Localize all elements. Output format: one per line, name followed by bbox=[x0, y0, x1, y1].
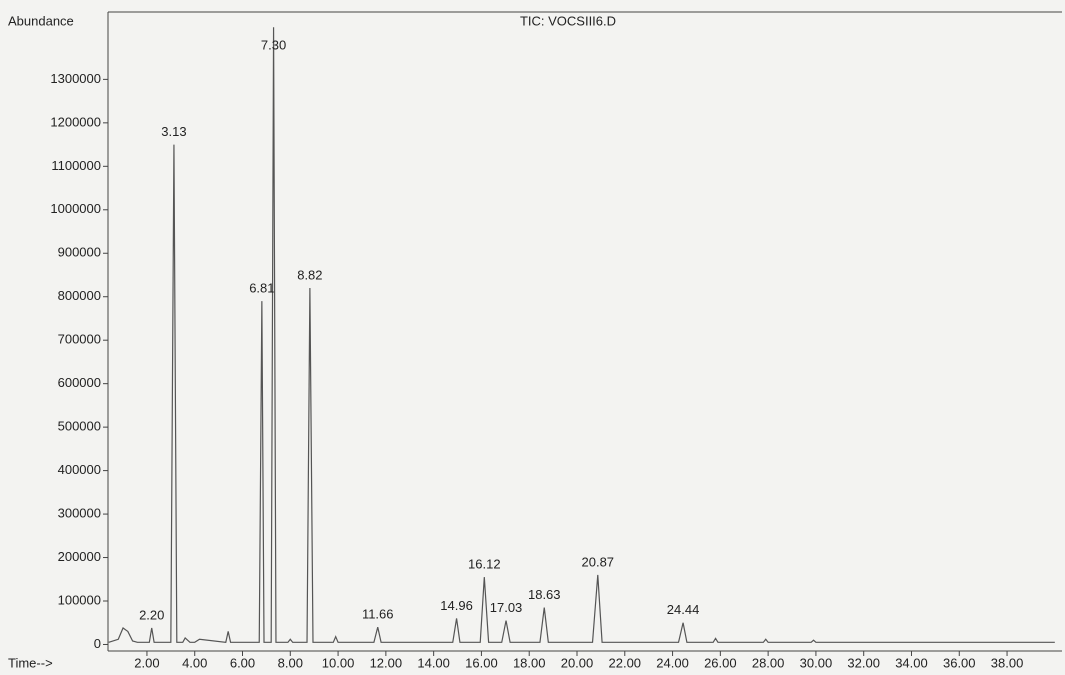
x-tick-label: 30.00 bbox=[800, 655, 833, 670]
x-tick-label: 4.00 bbox=[182, 655, 207, 670]
x-tick-label: 26.00 bbox=[704, 655, 737, 670]
x-tick-label: 8.00 bbox=[278, 655, 303, 670]
x-tick-label: 24.00 bbox=[656, 655, 689, 670]
x-axis-label: Time--> bbox=[8, 655, 53, 670]
peak-label: 24.44 bbox=[667, 602, 700, 617]
peak-label: 2.20 bbox=[139, 607, 164, 622]
x-tick-label: 22.00 bbox=[609, 655, 642, 670]
peak-label: 18.63 bbox=[528, 587, 561, 602]
x-tick-label: 18.00 bbox=[513, 655, 546, 670]
y-tick-label: 400000 bbox=[58, 462, 101, 477]
peak-label: 3.13 bbox=[161, 124, 186, 139]
peak-label: 14.96 bbox=[440, 598, 473, 613]
peak-label: 17.03 bbox=[490, 600, 523, 615]
y-tick-label: 200000 bbox=[58, 549, 101, 564]
background bbox=[0, 0, 1065, 675]
y-tick-label: 1200000 bbox=[50, 114, 101, 129]
peak-label: 6.81 bbox=[249, 281, 274, 296]
peak-label: 16.12 bbox=[468, 557, 501, 572]
y-tick-label: 700000 bbox=[58, 332, 101, 347]
y-tick-label: 800000 bbox=[58, 288, 101, 303]
x-tick-label: 14.00 bbox=[417, 655, 450, 670]
peak-label: 20.87 bbox=[582, 554, 615, 569]
peak-label: 11.66 bbox=[362, 607, 394, 622]
y-tick-label: 100000 bbox=[58, 592, 101, 607]
y-axis-label: Abundance bbox=[8, 13, 74, 28]
y-tick-label: 300000 bbox=[58, 506, 101, 521]
x-tick-label: 20.00 bbox=[561, 655, 594, 670]
chart-title: TIC: VOCSIII6.D bbox=[520, 13, 616, 28]
x-tick-label: 38.00 bbox=[991, 655, 1024, 670]
y-tick-label: 0 bbox=[94, 636, 101, 651]
chart: Abundance TIC: VOCSIII6.D Time--> 0 10000… bbox=[0, 0, 1065, 675]
peak-label: 7.30 bbox=[261, 37, 286, 52]
x-tick-label: 34.00 bbox=[895, 655, 928, 670]
y-tick-label: 1300000 bbox=[50, 71, 101, 86]
x-tick-label: 28.00 bbox=[752, 655, 785, 670]
y-tick-label: 600000 bbox=[58, 375, 101, 390]
x-tick-label: 12.00 bbox=[370, 655, 403, 670]
x-tick-label: 10.00 bbox=[322, 655, 355, 670]
x-tick-label: 36.00 bbox=[943, 655, 976, 670]
y-tick-label: 500000 bbox=[58, 419, 101, 434]
x-tick-label: 32.00 bbox=[847, 655, 880, 670]
y-tick-label: 900000 bbox=[58, 245, 101, 260]
x-tick-label: 6.00 bbox=[230, 655, 255, 670]
y-tick-label: 1100000 bbox=[51, 158, 101, 173]
x-tick-label: 2.00 bbox=[134, 655, 159, 670]
y-tick-label: 1000000 bbox=[50, 201, 101, 216]
x-tick-label: 16.00 bbox=[465, 655, 498, 670]
peak-label: 8.82 bbox=[297, 267, 322, 282]
